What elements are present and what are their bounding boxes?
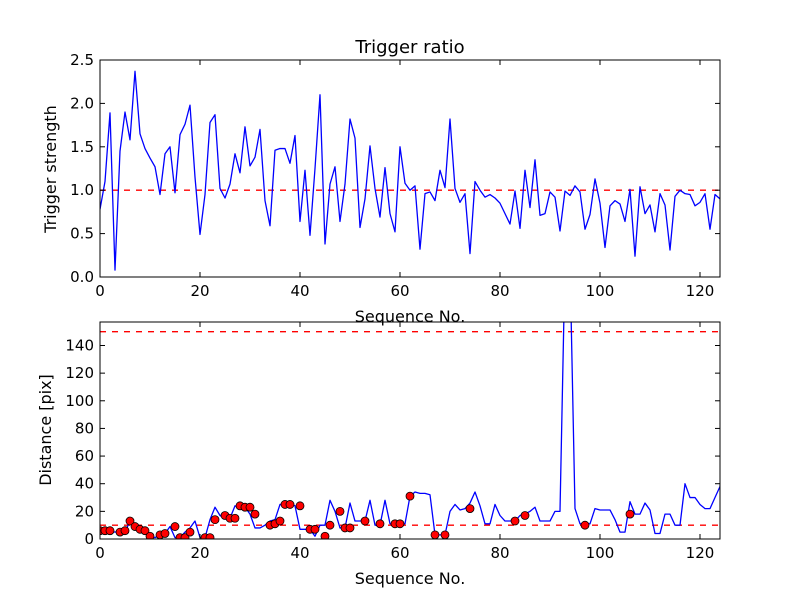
bottom-marker-point xyxy=(335,506,345,516)
top-axes-frame xyxy=(99,59,721,278)
top-x-tick-label: 80 xyxy=(490,282,509,300)
top-x-axis-label: Sequence No. xyxy=(355,307,466,326)
top-x-tick-label: 0 xyxy=(95,282,105,300)
top-chart-plot: 0 20 40 60 80 100 120 0.0 0.5 1.0 1.5 2.0 2.5 xyxy=(70,51,721,300)
bottom-marker-point xyxy=(295,501,305,511)
bottom-marker-point xyxy=(320,531,330,539)
top-y-tick-label: 1.5 xyxy=(70,138,94,156)
top-x-tick-label: 20 xyxy=(190,282,209,300)
bottom-marker-point xyxy=(395,519,405,529)
bottom-marker-point xyxy=(580,520,590,530)
bottom-marker-point xyxy=(250,509,260,519)
bottom-x-tick-label: 100 xyxy=(586,544,615,562)
bottom-marker-point xyxy=(345,523,355,533)
bottom-marker-point xyxy=(405,491,415,501)
bottom-marker-point xyxy=(185,527,195,537)
top-y-axis-label: Trigger strength xyxy=(41,105,60,234)
bottom-y-tick-label: 140 xyxy=(65,336,94,354)
bottom-marker-point xyxy=(275,516,285,526)
bottom-marker-point xyxy=(285,500,295,509)
bottom-marker-point xyxy=(430,530,440,539)
top-x-tick-label: 60 xyxy=(390,282,409,300)
bottom-marker-point xyxy=(210,515,220,525)
bottom-y-tick-label: 0 xyxy=(84,530,94,548)
bottom-x-axis-label: Sequence No. xyxy=(355,569,466,588)
bottom-marker-point xyxy=(465,504,475,513)
bottom-marker-point xyxy=(170,522,180,531)
bottom-y-tick-label: 100 xyxy=(65,392,94,410)
bottom-chart: 0 20 40 60 80 100 120 0 20 40 60 80 100 120 140 Sequen… xyxy=(36,321,721,588)
top-x-tick-label: 40 xyxy=(290,282,309,300)
bottom-y-tick-label: 80 xyxy=(75,419,94,437)
bottom-marker-point xyxy=(510,516,520,526)
top-x-tick-label: 120 xyxy=(686,282,715,300)
bottom-y-tick-label: 120 xyxy=(65,364,94,382)
top-y-tick-label: 1.0 xyxy=(70,181,94,199)
bottom-y-tick-label: 60 xyxy=(75,447,94,465)
bottom-marker-point xyxy=(205,533,215,539)
bottom-marker-point xyxy=(360,516,370,526)
top-chart: Trigger ratio 0 20 40 60 80 100 120 0.0 0.5 1.0 1.… xyxy=(41,37,721,326)
bottom-x-tick-label: 60 xyxy=(390,544,409,562)
bottom-x-tick-label: 80 xyxy=(490,544,509,562)
top-y-tick-label: 2.0 xyxy=(70,94,94,112)
bottom-y-tick-label: 40 xyxy=(75,475,94,493)
bottom-marker-point xyxy=(145,531,155,539)
bottom-marker-point xyxy=(230,513,240,523)
bottom-marker-point xyxy=(325,520,335,530)
top-y-tick-label: 0.0 xyxy=(70,268,94,286)
bottom-marker-point xyxy=(160,529,170,538)
bottom-marker-point xyxy=(125,516,135,526)
bottom-y-tick-label: 20 xyxy=(75,502,94,520)
bottom-marker-point xyxy=(120,526,130,536)
bottom-x-tick-label: 120 xyxy=(686,544,715,562)
top-series-line xyxy=(100,70,720,271)
bottom-marker-point xyxy=(310,524,320,534)
top-y-tick-label: 0.5 xyxy=(70,225,94,243)
top-x-tick-label: 100 xyxy=(586,282,615,300)
bottom-marker-point xyxy=(520,511,530,520)
bottom-chart-plot: 0 20 40 60 80 100 120 0 20 40 60 80 100 120 140 xyxy=(65,321,721,562)
bottom-marker-point xyxy=(105,526,115,536)
top-y-tick-label: 2.5 xyxy=(70,51,94,69)
bottom-y-axis-label: Distance [pix] xyxy=(36,374,55,486)
bottom-axes-frame xyxy=(99,321,721,540)
bottom-marker-point xyxy=(140,526,150,536)
bottom-marker-point xyxy=(245,502,255,512)
bottom-marker-point xyxy=(375,519,385,529)
bottom-x-tick-label: 0 xyxy=(95,544,105,562)
top-chart-title: Trigger ratio xyxy=(354,37,464,58)
bottom-marker-point xyxy=(625,509,635,519)
bottom-marker-point xyxy=(440,530,450,539)
bottom-x-tick-label: 20 xyxy=(190,544,209,562)
bottom-x-tick-label: 40 xyxy=(290,544,309,562)
